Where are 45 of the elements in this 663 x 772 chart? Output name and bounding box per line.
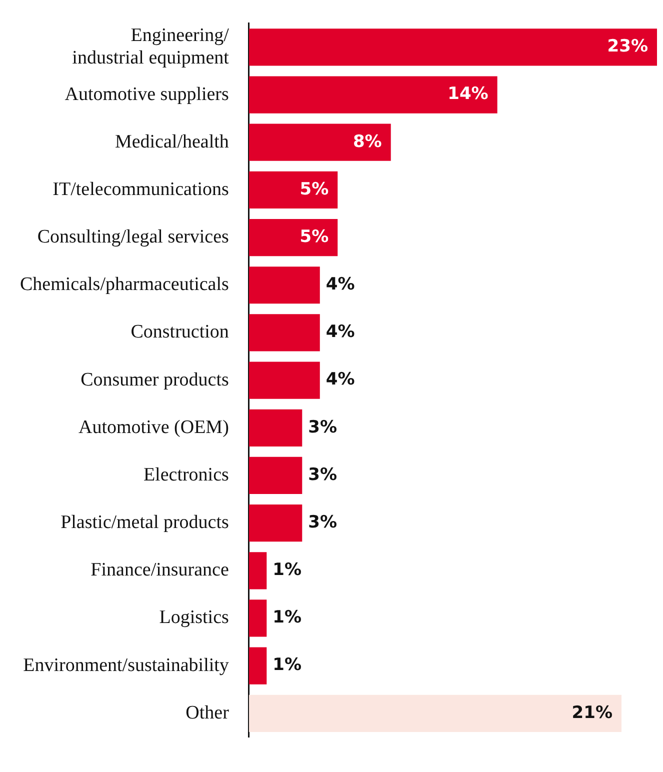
bar: [248, 362, 320, 399]
y-tick-label: Other: [186, 702, 230, 724]
data-label: 3%: [308, 417, 338, 438]
bar: [248, 409, 302, 446]
y-tick-label: Logistics: [159, 607, 229, 628]
y-tick-label: Construction: [130, 322, 230, 343]
y-tick-label: Automotive suppliers: [64, 84, 229, 105]
y-tick-label: Plastic/metal products: [60, 512, 229, 534]
y-tick-label: IT/telecommunications: [52, 178, 229, 200]
bar: [248, 218, 338, 256]
bar: [248, 600, 267, 637]
y-tick-label: Finance/insurance: [90, 560, 229, 581]
data-label: 3%: [308, 512, 338, 532]
y-tick-label: Environment/sustainability: [23, 654, 230, 676]
data-label: 1%: [272, 655, 302, 676]
y-tick-label: Engineering/ industrial equipment: [72, 24, 230, 69]
y-tick-label: Medical/health: [114, 131, 230, 152]
bar: [248, 76, 498, 114]
bar: [248, 647, 267, 684]
data-label: 4%: [326, 322, 355, 342]
data-label: 14%: [448, 84, 488, 104]
data-label: 4%: [326, 370, 355, 390]
data-label: 5%: [300, 179, 329, 200]
bar: [248, 552, 267, 590]
bar: [248, 456, 302, 494]
y-tick-label: Electronics: [143, 464, 229, 486]
data-label: 4%: [326, 274, 355, 295]
bar: [248, 694, 622, 732]
y-tick-label: Chemicals/pharmaceuticals: [20, 274, 229, 296]
bar: [248, 266, 320, 304]
data-label: 21%: [572, 702, 613, 723]
y-tick-label: Consulting/legal services: [37, 226, 229, 248]
bar: [248, 314, 320, 352]
data-label: 5%: [300, 226, 329, 247]
bar: [248, 28, 657, 66]
bar: [248, 504, 302, 542]
data-label: 1%: [272, 560, 302, 580]
data-label: 1%: [272, 608, 302, 628]
y-tick-label: Automotive (OEM): [78, 416, 229, 438]
data-label: 8%: [352, 132, 382, 152]
y-tick-label: Consumer products: [80, 369, 229, 390]
data-label: 23%: [607, 36, 648, 57]
data-label: 3%: [308, 464, 338, 485]
bar: [248, 171, 338, 209]
bar: [248, 124, 391, 161]
